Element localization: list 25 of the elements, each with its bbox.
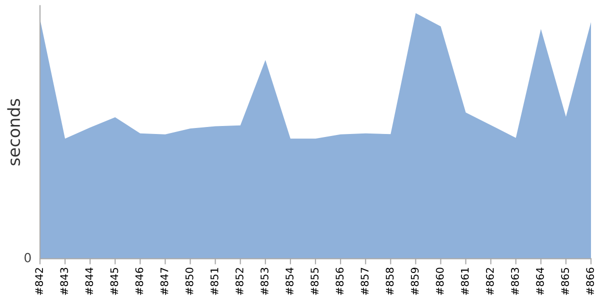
x-tick-label: #850 [185,268,194,295]
x-tick-label: #863 [511,268,519,295]
x-tick-label: #866 [586,268,594,295]
y-axis-title: seconds [7,98,20,166]
x-tick-label: #844 [85,268,94,295]
x-tick-label: #845 [110,268,118,295]
x-tick-label: #843 [60,268,68,295]
x-tick-label: #852 [236,268,244,295]
x-tick-label: #855 [310,268,319,295]
x-tick-label: #856 [336,268,344,295]
x-tick-label: #853 [260,268,268,295]
x-tick-label: #846 [135,268,144,295]
x-tick-label: #864 [536,268,544,295]
x-tick-label: #865 [561,268,569,295]
x-tick-label: #854 [286,268,294,295]
text: 0 [24,252,31,262]
x-tick-label: #862 [486,268,494,295]
x-tick-label: #857 [360,268,369,295]
x-tick-label: #859 [410,268,419,295]
x-tick-label: #861 [460,268,469,295]
x-tick-label: #847 [160,268,168,295]
x-tick-label: #860 [436,268,444,295]
x-tick-label: #851 [210,268,218,295]
x-tick-label: #858 [386,268,394,295]
x-tick-label: #842 [35,268,44,295]
